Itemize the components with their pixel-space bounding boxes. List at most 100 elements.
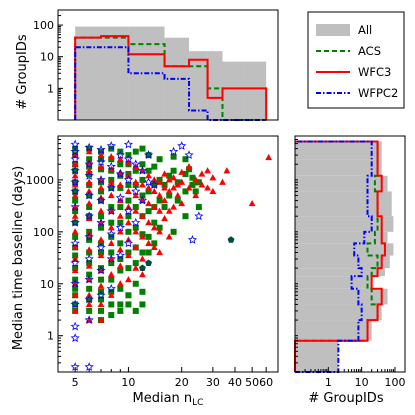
point-wfpc2 [106, 183, 116, 192]
point-wfc3 [97, 151, 105, 158]
point-acs [166, 192, 173, 199]
point-acs [117, 219, 124, 226]
right-step-wfc3 [294, 140, 386, 372]
point-wfpc2 [123, 238, 134, 248]
point-wfpc2 [84, 190, 94, 200]
scatter-x-tick-label: 30 [206, 376, 220, 389]
point-wfc3 [192, 176, 200, 183]
point-wfc3 [107, 224, 115, 231]
point-wfpc2 [84, 232, 94, 241]
right-bar-all [295, 268, 385, 277]
point-wfc3 [85, 300, 93, 308]
point-wfpc2 [177, 141, 187, 150]
point-wfpc2 [96, 144, 106, 154]
point-wfc3 [71, 212, 79, 219]
point-wfc3 [178, 178, 186, 185]
point-wfc3 [209, 187, 217, 195]
point-acs [156, 224, 163, 231]
point-acs [86, 296, 93, 303]
top-y-tick-label: 10 [40, 51, 54, 64]
scatter-x-tick-label: 40 [228, 376, 242, 389]
point-wfc3 [165, 233, 173, 240]
point-acs [117, 255, 124, 262]
point-acs [86, 204, 93, 211]
point-acs [174, 197, 181, 204]
top-histogram-panel: 1 10 100 [33, 9, 279, 121]
legend-handle-all [316, 24, 350, 36]
point-wfpc2 [106, 206, 116, 216]
point-acs [108, 145, 115, 152]
right-bar-all [295, 304, 382, 321]
point-wfpc2 [70, 177, 80, 187]
point-acs [125, 265, 132, 272]
right-step-wfpc2 [295, 140, 373, 373]
legend-label-acs: ACS [358, 44, 381, 58]
point-wfc3 [132, 191, 140, 199]
point-acs [117, 161, 124, 168]
point-wfpc2 [106, 141, 116, 150]
point-wfc3 [132, 178, 140, 185]
point-acs [86, 236, 93, 243]
point-acs [139, 288, 146, 295]
point-wfpc2 [70, 154, 80, 164]
point-acs [182, 188, 189, 195]
point-wfpc2 [84, 254, 94, 263]
point-wfc3 [107, 291, 115, 298]
point-acs [145, 167, 152, 174]
right-bar-all [295, 243, 394, 256]
point-acs [125, 213, 132, 220]
point-wfc3 [161, 196, 168, 204]
point-wfc3 [150, 187, 158, 195]
point-wfpc2 [106, 229, 116, 239]
point-wfc3 [132, 264, 140, 271]
point-acs [156, 197, 163, 204]
right-bar-all [295, 288, 388, 305]
scatter-y-tick-label: 1000 [26, 174, 54, 187]
point-wfpc2 [143, 177, 154, 187]
point-acs [189, 174, 196, 181]
point-acs [72, 233, 79, 240]
point-acs [170, 228, 177, 235]
point-wfc3 [116, 155, 124, 162]
right-bar-all [295, 255, 390, 269]
point-acs [132, 307, 139, 314]
point-wfc3 [85, 246, 93, 253]
point-wfc3 [107, 271, 115, 278]
point-wfc3 [71, 266, 79, 274]
point-acs [72, 208, 79, 215]
point-wfc3 [116, 280, 124, 287]
point-wfc3 [139, 233, 146, 240]
point-acs [195, 204, 202, 211]
point-wfc3 [192, 191, 200, 199]
point-wfc3 [165, 187, 173, 195]
point-wfc3 [204, 167, 211, 174]
point-wfc3 [156, 228, 163, 235]
top-y-axis-label: # GroupIDs [15, 34, 30, 109]
right-x-tick-label: 100 [384, 376, 405, 389]
point-wfc3 [125, 251, 132, 259]
point-wfpc2 [84, 142, 94, 152]
right-x-tick-label: 10 [355, 376, 369, 389]
point-acs [117, 184, 124, 191]
point-acs [98, 307, 105, 314]
point-acs [72, 197, 79, 204]
point-acs [125, 197, 132, 204]
point-acs [117, 240, 124, 247]
point-wfc3 [145, 219, 152, 226]
point-wfpc2 [70, 321, 80, 331]
point-wfpc2 [169, 146, 179, 156]
point-wfc3 [85, 167, 93, 174]
point-acs [189, 181, 196, 188]
point-acs [132, 260, 139, 267]
top-bar-all [189, 51, 208, 121]
point-wfc3 [139, 271, 146, 278]
point-all [139, 264, 146, 272]
legend-label-wfpc2: WFPC2 [358, 86, 398, 100]
point-wfpc2 [131, 186, 141, 196]
point-wfpc2 [70, 186, 80, 196]
point-wfc3 [107, 153, 115, 160]
point-wfc3 [156, 191, 163, 199]
legend: All ACS WFC3 WFPC2 [307, 11, 405, 109]
point-wfc3 [116, 246, 124, 253]
point-wfpc2 [96, 242, 106, 252]
